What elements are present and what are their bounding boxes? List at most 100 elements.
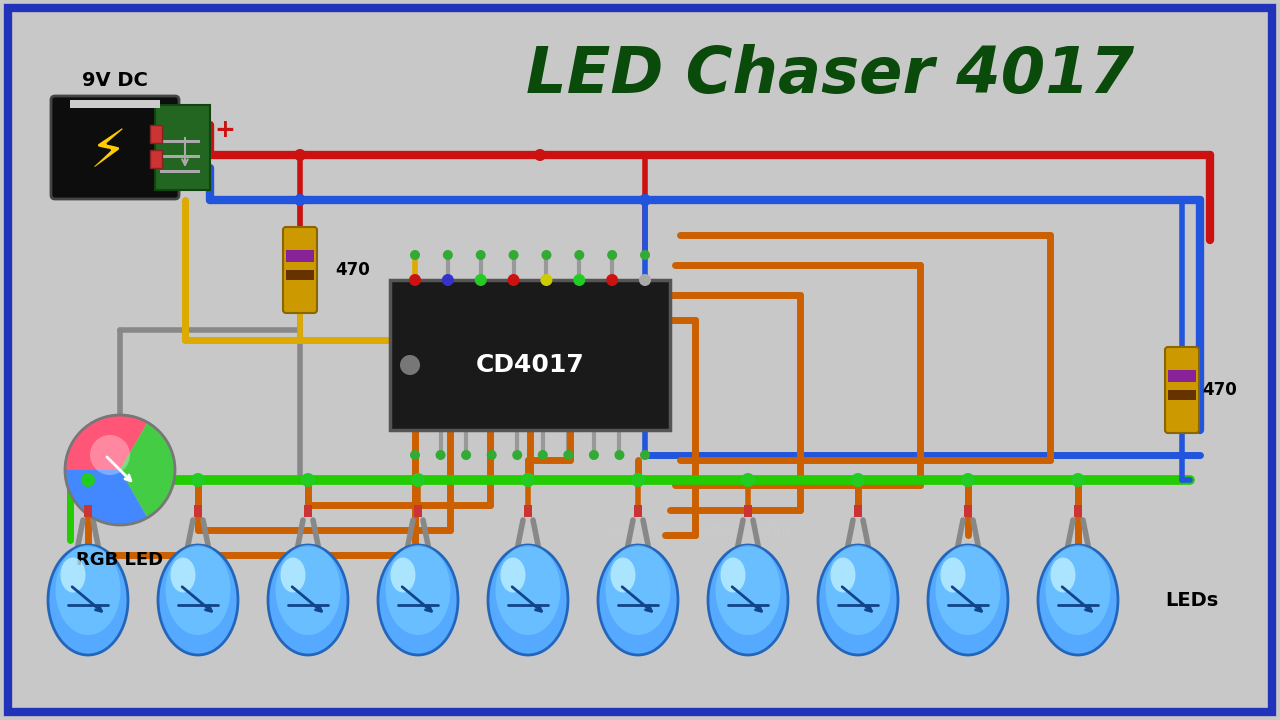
Ellipse shape xyxy=(275,545,340,635)
Ellipse shape xyxy=(390,557,416,593)
Ellipse shape xyxy=(280,557,306,593)
Ellipse shape xyxy=(941,557,965,593)
Circle shape xyxy=(538,450,548,460)
Text: RGB LED: RGB LED xyxy=(77,551,164,569)
Text: youtube.com/techaudiii: youtube.com/techaudiii xyxy=(609,523,790,538)
Ellipse shape xyxy=(928,545,1007,655)
Circle shape xyxy=(961,473,975,487)
Circle shape xyxy=(410,274,421,286)
Circle shape xyxy=(294,194,306,206)
Circle shape xyxy=(486,450,497,460)
Circle shape xyxy=(541,250,552,260)
Bar xyxy=(854,505,861,517)
Text: 9V DC: 9V DC xyxy=(82,71,148,89)
Ellipse shape xyxy=(708,545,788,655)
Circle shape xyxy=(476,250,485,260)
Ellipse shape xyxy=(488,545,568,655)
Bar xyxy=(305,505,312,517)
Ellipse shape xyxy=(1051,557,1075,593)
Bar xyxy=(150,150,163,168)
Circle shape xyxy=(81,473,95,487)
Circle shape xyxy=(475,274,486,286)
Ellipse shape xyxy=(500,557,526,593)
Wedge shape xyxy=(120,423,175,518)
Circle shape xyxy=(614,450,625,460)
Circle shape xyxy=(540,274,553,286)
Ellipse shape xyxy=(721,557,745,593)
Ellipse shape xyxy=(165,545,230,635)
Ellipse shape xyxy=(170,557,196,593)
Ellipse shape xyxy=(1046,545,1111,635)
Ellipse shape xyxy=(605,545,671,635)
Circle shape xyxy=(575,250,584,260)
Text: 470: 470 xyxy=(1202,381,1236,399)
Circle shape xyxy=(640,250,650,260)
Ellipse shape xyxy=(716,545,781,635)
Circle shape xyxy=(1071,473,1085,487)
Ellipse shape xyxy=(936,545,1001,635)
Ellipse shape xyxy=(611,557,635,593)
Bar xyxy=(744,505,751,517)
Ellipse shape xyxy=(60,557,86,593)
Circle shape xyxy=(639,274,652,286)
Bar xyxy=(160,170,200,173)
Bar xyxy=(964,505,972,517)
Ellipse shape xyxy=(378,545,458,655)
Ellipse shape xyxy=(49,545,128,655)
Circle shape xyxy=(411,473,425,487)
Bar xyxy=(1167,390,1196,400)
Circle shape xyxy=(90,435,131,475)
FancyBboxPatch shape xyxy=(1165,347,1199,433)
Circle shape xyxy=(563,450,573,460)
Bar xyxy=(285,270,314,280)
Circle shape xyxy=(851,473,865,487)
Bar xyxy=(1074,505,1082,517)
Circle shape xyxy=(639,194,652,206)
Ellipse shape xyxy=(818,545,899,655)
Bar xyxy=(285,250,314,262)
Ellipse shape xyxy=(55,545,120,635)
Text: STUDYCIRCUIT: STUDYCIRCUIT xyxy=(114,355,127,445)
Circle shape xyxy=(741,473,755,487)
Circle shape xyxy=(607,274,618,286)
Text: CD4017: CD4017 xyxy=(476,353,585,377)
Ellipse shape xyxy=(157,545,238,655)
Bar xyxy=(150,125,163,143)
Ellipse shape xyxy=(385,545,451,635)
Bar xyxy=(160,155,200,158)
Bar xyxy=(160,140,200,143)
Circle shape xyxy=(410,450,420,460)
Text: 470: 470 xyxy=(335,261,370,279)
Circle shape xyxy=(508,250,518,260)
Circle shape xyxy=(607,250,617,260)
Circle shape xyxy=(435,450,445,460)
Bar xyxy=(634,505,643,517)
Text: LED Chaser 4017: LED Chaser 4017 xyxy=(526,44,1134,106)
Circle shape xyxy=(294,149,306,161)
Circle shape xyxy=(443,250,453,260)
Circle shape xyxy=(301,473,315,487)
Bar xyxy=(84,505,92,517)
Circle shape xyxy=(442,274,454,286)
Bar xyxy=(1167,370,1196,382)
Wedge shape xyxy=(65,415,147,470)
Circle shape xyxy=(573,274,585,286)
Ellipse shape xyxy=(831,557,855,593)
Circle shape xyxy=(534,149,547,161)
Ellipse shape xyxy=(268,545,348,655)
Circle shape xyxy=(461,450,471,460)
FancyBboxPatch shape xyxy=(155,105,210,190)
Circle shape xyxy=(512,450,522,460)
FancyBboxPatch shape xyxy=(390,280,669,430)
Bar xyxy=(195,505,202,517)
Bar xyxy=(524,505,532,517)
Ellipse shape xyxy=(1038,545,1117,655)
Circle shape xyxy=(191,473,205,487)
Text: ⚡: ⚡ xyxy=(90,126,127,178)
Text: LEDs: LEDs xyxy=(1165,590,1219,610)
Circle shape xyxy=(521,473,535,487)
Ellipse shape xyxy=(826,545,891,635)
Circle shape xyxy=(410,250,420,260)
Text: +: + xyxy=(215,118,236,142)
FancyBboxPatch shape xyxy=(51,96,179,199)
